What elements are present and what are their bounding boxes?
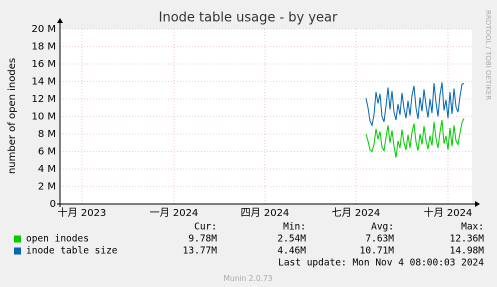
y-tick-label: 14 M	[31, 77, 56, 88]
x-tick-label: 四月 2024	[241, 207, 290, 219]
summary-value: 13.77M	[183, 246, 218, 257]
y-tick-label: 16 M	[31, 59, 56, 70]
summary-header: Cur:	[194, 222, 217, 233]
y-axis-arrow	[57, 18, 63, 23]
y-tick-label: 10 M	[31, 112, 56, 123]
summary-header: Max:	[461, 222, 484, 233]
y-tick-label: 0	[50, 199, 56, 210]
y-tick-label: 18 M	[31, 42, 56, 53]
y-tick-label: 12 M	[31, 94, 56, 105]
x-tick-label: 十月 2024	[424, 206, 473, 219]
summary-value: 4.46M	[277, 246, 306, 257]
x-tick-label: 七月 2024	[332, 207, 381, 219]
y-tick-label: 2 M	[38, 182, 56, 193]
credit: Munin 2.0.73	[223, 274, 272, 283]
summary-value: 2.54M	[277, 234, 306, 245]
legend-swatch	[14, 235, 21, 243]
x-axis-arrow	[475, 201, 480, 207]
summary-header: Min:	[283, 222, 306, 233]
summary-value: 9.78M	[188, 234, 217, 245]
summary-value: 7.63M	[365, 234, 394, 245]
chart-title: Inode table usage - by year	[159, 11, 338, 26]
x-tick-label: 十月 2023	[58, 206, 107, 219]
legend-label: open inodes	[26, 234, 89, 245]
y-tick-label: 8 M	[38, 129, 56, 140]
series-line	[365, 118, 465, 158]
footer: Last update: Mon Nov 4 08:00:03 2024	[278, 258, 484, 269]
side-note: RRDTOOL / TOBI OETIKER	[484, 10, 492, 100]
y-tick-label: 4 M	[38, 164, 56, 175]
x-tick-label: 一月 2024	[150, 207, 199, 219]
summary-header: Avg:	[371, 222, 394, 233]
y-tick-label: 6 M	[38, 147, 56, 158]
summary-value: 12.36M	[450, 234, 485, 245]
legend-swatch	[14, 247, 21, 255]
plot-area	[60, 29, 472, 204]
summary-value: 10.71M	[360, 246, 395, 257]
series-line	[365, 82, 465, 127]
summary-value: 14.98M	[450, 246, 485, 257]
y-tick-label: 20 M	[31, 24, 56, 35]
legend-label: inode table size	[26, 246, 118, 257]
y-axis-label: number of open inodes	[7, 58, 18, 174]
